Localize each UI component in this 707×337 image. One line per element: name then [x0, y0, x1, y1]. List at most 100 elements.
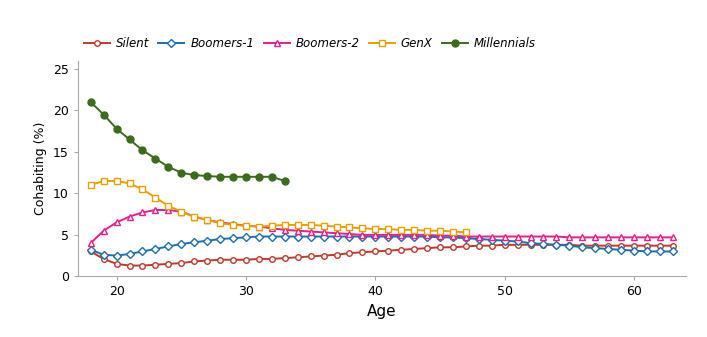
Boomers-2: [332, 231, 341, 235]
Boomers-2: [242, 224, 250, 228]
Silent: [358, 250, 367, 254]
Silent: [320, 253, 328, 257]
Silent: [591, 244, 600, 248]
Boomers-1: [474, 237, 483, 241]
Legend: Silent, Boomers-1, Boomers-2, GenX, Millennials: Silent, Boomers-1, Boomers-2, GenX, Mill…: [83, 37, 536, 51]
Boomers-2: [591, 235, 600, 239]
Boomers-2: [255, 224, 263, 228]
Boomers-1: [565, 244, 573, 248]
Silent: [488, 244, 496, 248]
Silent: [100, 257, 108, 261]
GenX: [320, 224, 328, 228]
Silent: [86, 249, 95, 253]
Boomers-1: [345, 235, 354, 239]
Boomers-1: [591, 246, 600, 250]
Boomers-1: [655, 249, 664, 253]
Millennials: [151, 156, 160, 160]
Silent: [617, 244, 626, 248]
Silent: [630, 244, 638, 248]
Boomers-1: [513, 240, 522, 244]
GenX: [371, 227, 380, 231]
Boomers-1: [242, 235, 250, 239]
GenX: [397, 228, 405, 232]
GenX: [410, 228, 419, 232]
GenX: [281, 223, 289, 227]
Millennials: [203, 174, 211, 178]
GenX: [293, 223, 302, 227]
Boomers-1: [177, 242, 185, 246]
GenX: [203, 218, 211, 222]
GenX: [216, 221, 224, 225]
Boomers-2: [86, 241, 95, 245]
Line: Boomers-1: Boomers-1: [88, 234, 676, 258]
Line: GenX: GenX: [87, 178, 469, 236]
Boomers-1: [306, 235, 315, 239]
Silent: [578, 244, 587, 248]
Boomers-2: [513, 235, 522, 239]
Line: Silent: Silent: [88, 242, 676, 268]
Boomers-2: [293, 229, 302, 233]
Boomers-1: [293, 235, 302, 239]
Boomers-1: [203, 239, 211, 243]
Boomers-1: [371, 235, 380, 239]
X-axis label: Age: Age: [367, 304, 397, 319]
GenX: [112, 179, 121, 183]
Silent: [203, 258, 211, 263]
Millennials: [100, 113, 108, 117]
Boomers-2: [100, 229, 108, 233]
Silent: [281, 256, 289, 260]
Boomers-2: [384, 233, 392, 237]
Silent: [267, 257, 276, 261]
Boomers-2: [203, 218, 211, 222]
GenX: [86, 183, 95, 187]
Boomers-2: [501, 235, 509, 239]
Millennials: [242, 175, 250, 179]
Silent: [384, 249, 392, 253]
Boomers-1: [423, 235, 431, 239]
Boomers-1: [229, 236, 238, 240]
Silent: [565, 243, 573, 247]
Silent: [164, 262, 173, 266]
GenX: [462, 231, 470, 235]
Boomers-2: [565, 235, 573, 239]
Boomers-2: [216, 220, 224, 224]
GenX: [345, 225, 354, 229]
Boomers-2: [488, 235, 496, 239]
Boomers-1: [397, 235, 405, 239]
Silent: [229, 258, 238, 262]
Silent: [643, 244, 651, 248]
Silent: [474, 244, 483, 248]
GenX: [229, 223, 238, 227]
Boomers-1: [216, 237, 224, 241]
Boomers-1: [320, 235, 328, 239]
Silent: [112, 262, 121, 266]
Millennials: [125, 137, 134, 142]
Boomers-1: [255, 235, 263, 239]
Boomers-1: [501, 239, 509, 243]
Boomers-1: [539, 242, 548, 246]
Boomers-1: [578, 245, 587, 249]
Boomers-1: [643, 249, 651, 253]
Boomers-1: [449, 235, 457, 239]
Millennials: [255, 175, 263, 179]
GenX: [164, 204, 173, 208]
Boomers-1: [281, 235, 289, 239]
Boomers-1: [125, 252, 134, 256]
Boomers-2: [371, 233, 380, 237]
Millennials: [86, 100, 95, 104]
Boomers-1: [526, 241, 534, 245]
Boomers-2: [630, 235, 638, 239]
Silent: [255, 257, 263, 261]
GenX: [177, 210, 185, 214]
GenX: [100, 179, 108, 183]
GenX: [190, 215, 199, 219]
Silent: [371, 249, 380, 253]
Silent: [410, 247, 419, 251]
Millennials: [177, 171, 185, 175]
Line: Millennials: Millennials: [87, 99, 288, 184]
Boomers-1: [436, 235, 444, 239]
Millennials: [267, 175, 276, 179]
GenX: [358, 226, 367, 230]
GenX: [125, 181, 134, 185]
Boomers-2: [655, 235, 664, 239]
